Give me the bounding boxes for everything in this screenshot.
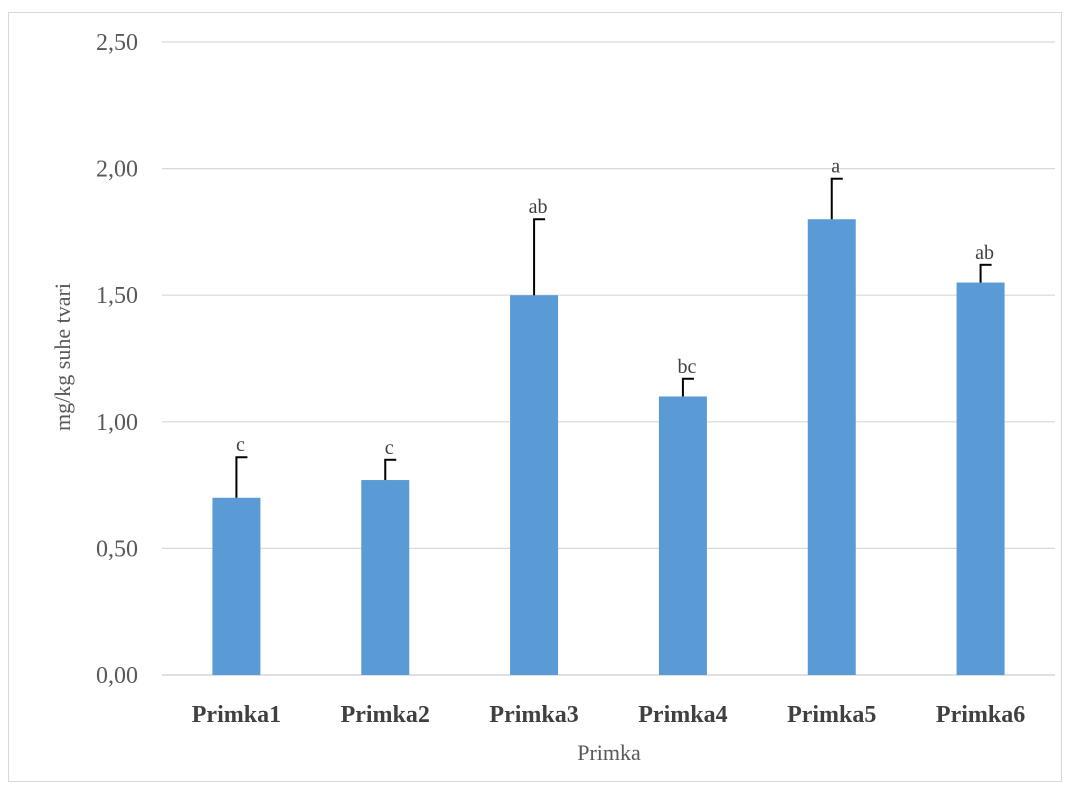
y-tick-label: 1,00	[96, 410, 138, 436]
y-tick-labels: 0,00 0,50 1,00 1,50 2,00 2,50	[96, 30, 138, 689]
bars	[212, 219, 1005, 676]
bar	[510, 295, 559, 675]
x-axis-title: Primka	[577, 740, 641, 765]
y-tick-label: 2,50	[96, 30, 138, 56]
y-tick-label: 2,00	[96, 157, 138, 183]
gridlines	[162, 41, 1055, 676]
error-bars	[235, 177, 992, 498]
data-label: a	[831, 156, 840, 178]
x-tick-label: Primka1	[192, 702, 281, 728]
x-tick-label: Primka3	[489, 702, 578, 728]
bar	[212, 497, 261, 675]
data-label: ab	[975, 242, 994, 264]
data-label: bc	[677, 356, 696, 378]
y-tick-label: 0,00	[96, 663, 138, 689]
y-axis-title: mg/kg suhe tvari	[50, 283, 75, 431]
x-tick-label: Primka6	[936, 702, 1025, 728]
bar	[658, 396, 707, 675]
x-tick-labels: Primka1 Primka2 Primka3 Primka4 Primka5 Primk…	[192, 702, 1025, 728]
data-label: c	[236, 434, 245, 456]
data-label: ab	[529, 196, 548, 218]
y-tick-label: 1,50	[96, 283, 138, 309]
bar	[807, 219, 856, 676]
y-tick-label: 0,50	[96, 536, 138, 562]
x-tick-label: Primka5	[787, 702, 876, 728]
data-label: c	[385, 437, 394, 459]
x-tick-label: Primka2	[341, 702, 430, 728]
x-tick-label: Primka4	[638, 702, 727, 728]
bar	[956, 282, 1005, 675]
data-labels: c c ab bc a ab	[236, 156, 994, 459]
bar	[361, 480, 410, 675]
